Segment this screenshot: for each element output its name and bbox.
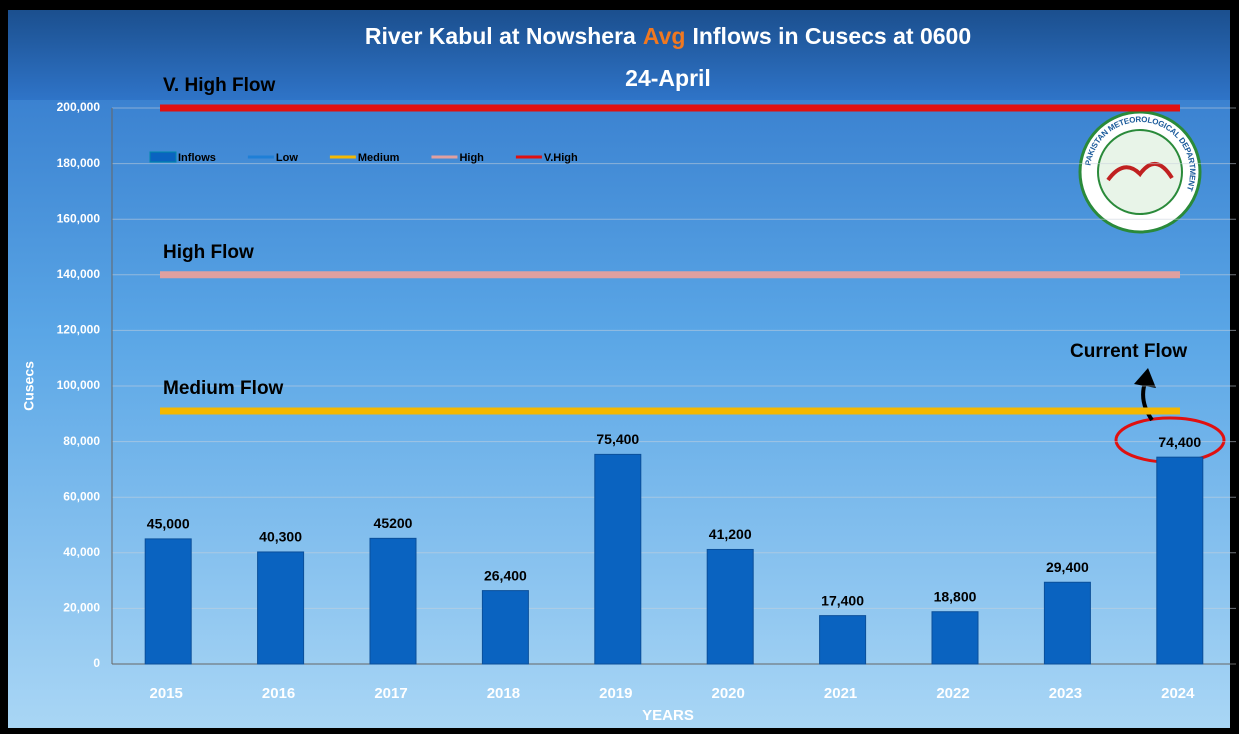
bar <box>145 539 191 664</box>
title-part: Avg <box>643 23 686 49</box>
x-tick-label: 2024 <box>1161 685 1195 702</box>
x-tick-label: 2022 <box>936 685 969 702</box>
value-label: 18,800 <box>934 588 977 604</box>
annotation: Current Flow <box>1070 341 1187 362</box>
y-axis-label: Cusecs <box>21 361 37 411</box>
bar <box>1157 457 1203 664</box>
legend-label: Medium <box>358 152 400 164</box>
y-tick-label: 80,000 <box>63 434 100 448</box>
legend-swatch <box>150 152 176 162</box>
value-label: 17,400 <box>821 592 864 608</box>
y-tick-label: 40,000 <box>63 545 100 559</box>
bar <box>370 538 416 664</box>
bar <box>482 591 528 664</box>
y-tick-label: 60,000 <box>63 489 100 503</box>
bar <box>707 549 753 664</box>
legend-label: Inflows <box>178 152 216 164</box>
x-tick-label: 2015 <box>150 685 183 702</box>
chart-subtitle: 24-April <box>625 65 711 91</box>
value-label: 29,400 <box>1046 559 1089 575</box>
legend-label: Low <box>276 152 298 164</box>
page: {"chart_data": { "type": "bar", "title_p… <box>0 0 1239 734</box>
y-tick-label: 160,000 <box>57 211 101 225</box>
x-axis-label: YEARS <box>642 707 694 724</box>
y-tick-label: 140,000 <box>57 267 101 281</box>
x-tick-label: 2020 <box>712 685 745 702</box>
value-label: 75,400 <box>596 431 639 447</box>
legend-label: High <box>459 152 484 164</box>
title-part: River Kabul at Nowshera <box>365 23 636 49</box>
y-tick-label: 0 <box>93 656 100 670</box>
bar <box>932 612 978 664</box>
y-tick-label: 120,000 <box>57 323 101 337</box>
x-tick-label: 2021 <box>824 685 857 702</box>
value-label: 45,000 <box>147 516 190 532</box>
value-label: 40,300 <box>259 529 302 545</box>
value-label: 41,200 <box>709 526 752 542</box>
bar <box>258 552 304 664</box>
threshold-label: V. High Flow <box>163 75 275 96</box>
threshold-label: Medium Flow <box>163 378 284 399</box>
bar <box>595 454 641 664</box>
threshold-label: High Flow <box>163 242 254 263</box>
bar <box>1044 582 1090 664</box>
y-tick-label: 20,000 <box>63 601 100 615</box>
logo: PAKISTAN METEOROLOGICAL DEPARTMENT <box>1080 112 1200 232</box>
x-tick-label: 2016 <box>262 685 295 702</box>
value-label: 26,400 <box>484 567 527 583</box>
x-tick-label: 2019 <box>599 685 632 702</box>
y-tick-label: 100,000 <box>57 378 101 392</box>
x-tick-label: 2017 <box>374 685 407 702</box>
x-tick-label: 2023 <box>1049 685 1082 702</box>
title-part: Inflows in Cusecs at 0600 <box>692 23 971 49</box>
y-tick-label: 200,000 <box>57 100 101 114</box>
value-label: 45200 <box>374 515 413 531</box>
y-tick-label: 180,000 <box>57 156 101 170</box>
x-tick-label: 2018 <box>487 685 520 702</box>
legend-label: V.High <box>544 152 578 164</box>
chart: River Kabul at Nowshera AvgInflows in Cus… <box>0 0 1239 734</box>
value-label: 74,400 <box>1158 434 1201 450</box>
bar <box>820 616 866 664</box>
